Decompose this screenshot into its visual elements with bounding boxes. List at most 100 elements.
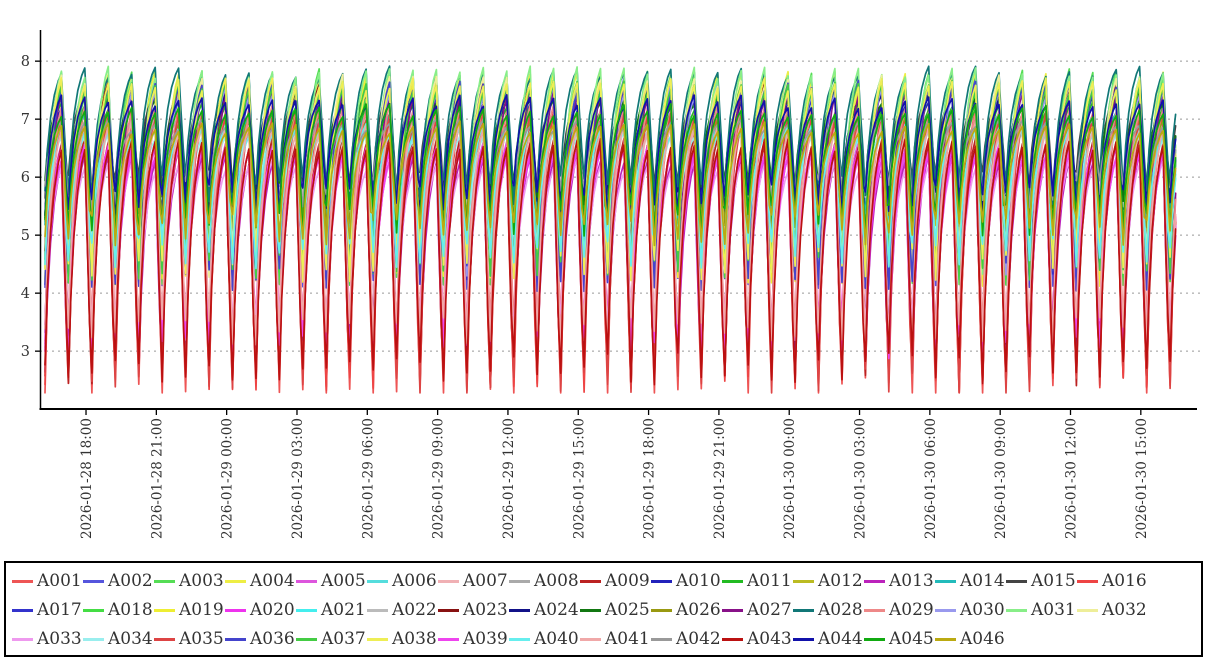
legend-swatch	[509, 580, 530, 583]
legend-label: A015	[1031, 571, 1076, 591]
y-tick-label: 6	[21, 170, 30, 186]
legend-swatch	[296, 580, 317, 583]
legend-item: A028	[793, 596, 864, 625]
x-tick-label: 2026-01-29 21:00	[712, 418, 728, 539]
legend-swatch	[367, 580, 388, 583]
x-tick-label: 2026-01-30 09:00	[993, 418, 1009, 539]
x-tick-label: 2026-01-28 21:00	[149, 418, 165, 539]
legend-swatch	[935, 638, 956, 641]
legend-label: A021	[321, 600, 366, 620]
legend-swatch	[651, 638, 672, 641]
legend-swatch	[154, 609, 175, 612]
legend-item: A044	[793, 625, 864, 654]
x-tick-label: 2026-01-29 03:00	[290, 418, 306, 539]
legend-label: A020	[250, 600, 295, 620]
legend-item: A033	[12, 625, 83, 654]
legend-swatch	[225, 609, 246, 612]
legend-swatch	[935, 609, 956, 612]
legend-label: A024	[534, 600, 579, 620]
series-line-A046	[44, 120, 1177, 247]
line-chart-canvas: 3 4 5 6 7 8 2026-01-28 18:00 2026-01-28 21:00 20…	[21, 30, 1200, 539]
legend-swatch	[438, 580, 459, 583]
y-tick-label: 8	[21, 54, 30, 70]
legend-label: A032	[1102, 600, 1147, 620]
legend-label: A040	[534, 629, 579, 649]
x-tick-label: 2026-01-28 18:00	[79, 418, 95, 539]
x-tick-label: 2026-01-30 00:00	[782, 418, 798, 539]
legend-item: A046	[935, 625, 1006, 654]
legend-label: A025	[605, 600, 650, 620]
legend-item: A014	[935, 567, 1006, 596]
legend-label: A046	[960, 629, 1005, 649]
legend-item: A038	[367, 625, 438, 654]
legend-swatch	[1006, 580, 1027, 583]
x-tick-label: 2026-01-29 00:00	[220, 418, 236, 539]
legend-swatch	[580, 580, 601, 583]
legend-label: A031	[1031, 600, 1076, 620]
legend-label: A026	[676, 600, 721, 620]
legend-swatch	[438, 609, 459, 612]
legend-swatch	[793, 638, 814, 641]
legend-item: A045	[864, 625, 935, 654]
legend-item: A025	[580, 596, 651, 625]
legend-label: A012	[818, 571, 863, 591]
legend-swatch	[296, 638, 317, 641]
legend-item: A036	[225, 625, 296, 654]
legend-item: A001	[12, 567, 83, 596]
legend-label: A037	[321, 629, 366, 649]
legend-swatch	[651, 580, 672, 583]
legend-item: A023	[438, 596, 509, 625]
legend-item: A018	[83, 596, 154, 625]
legend-item: A043	[722, 625, 793, 654]
legend-item: A034	[83, 625, 154, 654]
series-line-A043	[44, 137, 1177, 386]
legend-swatch	[509, 638, 530, 641]
legend-item: A037	[296, 625, 367, 654]
legend-item: A031	[1006, 596, 1077, 625]
legend-swatch	[154, 580, 175, 583]
x-tick-label: 2026-01-30 03:00	[853, 418, 869, 539]
legend-swatch	[12, 609, 33, 612]
legend-swatch	[225, 638, 246, 641]
legend-label: A022	[392, 600, 437, 620]
legend-label: A043	[747, 629, 792, 649]
legend-swatch	[12, 580, 33, 583]
legend-swatch	[12, 638, 33, 641]
legend-label: A036	[250, 629, 295, 649]
x-tick-label: 2026-01-29 15:00	[571, 418, 587, 539]
legend-label: A002	[108, 571, 153, 591]
legend-item: A008	[509, 567, 580, 596]
legend-swatch	[722, 609, 743, 612]
legend-swatch	[83, 580, 104, 583]
x-tick-label: 2026-01-29 18:00	[642, 418, 658, 539]
legend-item: A017	[12, 596, 83, 625]
legend-item: A042	[651, 625, 722, 654]
legend-swatch	[722, 580, 743, 583]
legend-label: A039	[463, 629, 508, 649]
legend-swatch	[935, 580, 956, 583]
legend-item: A027	[722, 596, 793, 625]
legend-swatch	[225, 580, 246, 583]
legend-item: A016	[1077, 567, 1148, 596]
legend-swatch	[580, 609, 601, 612]
legend-label: A029	[889, 600, 934, 620]
x-tick-label: 2026-01-29 12:00	[501, 418, 517, 539]
legend-label: A027	[747, 600, 792, 620]
legend-label: A014	[960, 571, 1005, 591]
legend-item: A021	[296, 596, 367, 625]
x-tick-label: 2026-01-30 06:00	[923, 418, 939, 539]
legend-label: A044	[818, 629, 863, 649]
legend-swatch	[722, 638, 743, 641]
legend-swatch	[580, 638, 601, 641]
legend-label: A019	[179, 600, 224, 620]
legend-label: A003	[179, 571, 224, 591]
legend-item: A041	[580, 625, 651, 654]
x-tick-label: 2026-01-29 09:00	[431, 418, 447, 539]
legend-swatch	[83, 609, 104, 612]
legend-item: A040	[509, 625, 580, 654]
legend-item: A026	[651, 596, 722, 625]
legend-item: A011	[722, 567, 793, 596]
legend-item: A013	[864, 567, 935, 596]
x-tick-label: 2026-01-29 06:00	[360, 418, 376, 539]
legend: A001 A002 A003 A004 A005 A006 A007 A008 A009 A010…	[4, 561, 1203, 657]
